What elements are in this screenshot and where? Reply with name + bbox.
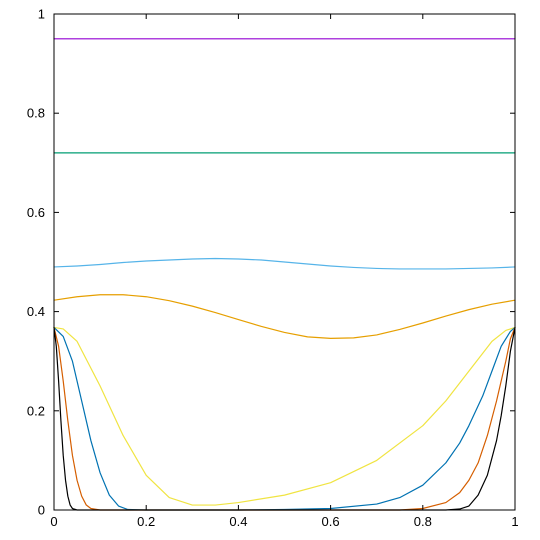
y-tick-label: 0.2 <box>27 403 45 418</box>
x-tick-label: 0.2 <box>137 514 155 529</box>
y-tick-label: 0.6 <box>27 205 45 220</box>
x-tick-label: 1 <box>511 514 518 529</box>
y-tick-label: 0 <box>38 503 45 518</box>
tick-labels-layer: 0 0.2 0.4 0.6 0.8 1 0 0.2 0.4 0.6 0.8 1 <box>27 7 519 530</box>
x-tick-label: 0.6 <box>322 514 340 529</box>
series-line-7 <box>53 326 516 511</box>
series-line-6 <box>53 326 516 511</box>
series-line-4 <box>53 294 516 339</box>
y-tick-label: 0.8 <box>27 106 45 121</box>
plot-frame <box>53 13 516 511</box>
x-tick-label: 0 <box>50 514 57 529</box>
y-tick-label: 1 <box>38 7 45 22</box>
y-tick-label: 0.4 <box>27 304 45 319</box>
x-tick-label: 0.8 <box>414 514 432 529</box>
series-line-5 <box>53 326 516 506</box>
x-tick-label: 0.4 <box>229 514 247 529</box>
series-line-8 <box>53 326 516 511</box>
series-layer <box>53 38 516 511</box>
series-line-3 <box>53 257 516 270</box>
